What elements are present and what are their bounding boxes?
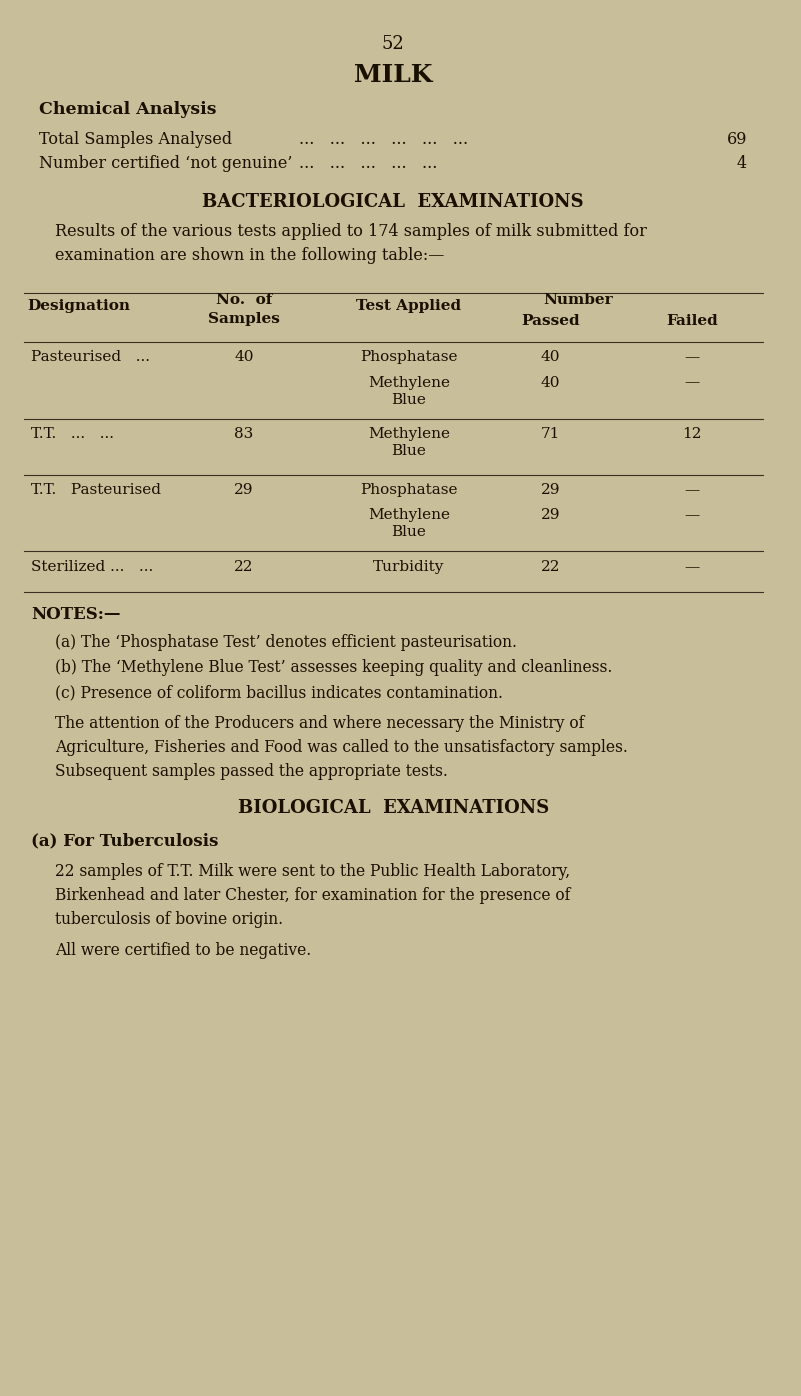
Text: (c) Presence of coliform bacillus indicates contamination.: (c) Presence of coliform bacillus indica…	[55, 684, 503, 701]
Text: MILK: MILK	[354, 63, 433, 87]
Text: 4: 4	[737, 155, 747, 172]
Text: 22: 22	[541, 560, 560, 574]
Text: 12: 12	[682, 427, 702, 441]
Text: ...   ...   ...   ...   ...   ...: ... ... ... ... ... ...	[299, 131, 468, 148]
Text: Phosphatase: Phosphatase	[360, 350, 457, 364]
Text: Pasteurised   ...: Pasteurised ...	[31, 350, 151, 364]
Text: 83: 83	[234, 427, 253, 441]
Text: Results of the various tests applied to 174 samples of milk submitted for
examin: Results of the various tests applied to …	[55, 223, 647, 264]
Text: 40: 40	[541, 376, 560, 389]
Text: Phosphatase: Phosphatase	[360, 483, 457, 497]
Text: Turbidity: Turbidity	[373, 560, 445, 574]
Text: The attention of the Producers and where necessary the Ministry of
Agriculture, : The attention of the Producers and where…	[55, 715, 628, 780]
Text: —: —	[684, 376, 700, 389]
Text: BACTERIOLOGICAL  EXAMINATIONS: BACTERIOLOGICAL EXAMINATIONS	[203, 193, 584, 211]
Text: Methylene
Blue: Methylene Blue	[368, 508, 450, 539]
Text: Passed: Passed	[521, 314, 580, 328]
Text: 71: 71	[541, 427, 560, 441]
Text: 40: 40	[541, 350, 560, 364]
Text: Designation: Designation	[27, 299, 130, 313]
Text: T.T.   ...   ...: T.T. ... ...	[31, 427, 115, 441]
Text: NOTES:—: NOTES:—	[31, 606, 121, 623]
Text: 22 samples of T.T. Milk were sent to the Public Health Laboratory,
Birkenhead an: 22 samples of T.T. Milk were sent to the…	[55, 863, 570, 928]
Text: —: —	[684, 350, 700, 364]
Text: 29: 29	[541, 508, 560, 522]
Text: 22: 22	[234, 560, 254, 574]
Text: Total Samples Analysed: Total Samples Analysed	[39, 131, 232, 148]
Text: (b) The ‘Methylene Blue Test’ assesses keeping quality and cleanliness.: (b) The ‘Methylene Blue Test’ assesses k…	[55, 659, 613, 676]
Text: Failed: Failed	[666, 314, 718, 328]
Text: Methylene
Blue: Methylene Blue	[368, 427, 450, 458]
Text: (a) The ‘Phosphatase Test’ denotes efficient pasteurisation.: (a) The ‘Phosphatase Test’ denotes effic…	[55, 634, 517, 651]
Text: (a) For Tuberculosis: (a) For Tuberculosis	[31, 832, 219, 849]
Text: Test Applied: Test Applied	[356, 299, 461, 313]
Text: Chemical Analysis: Chemical Analysis	[39, 101, 217, 117]
Text: Number certified ‘not genuine’: Number certified ‘not genuine’	[39, 155, 292, 172]
Text: 40: 40	[234, 350, 254, 364]
Text: T.T.   Pasteurised: T.T. Pasteurised	[31, 483, 162, 497]
Text: No.  of
Samples: No. of Samples	[208, 293, 280, 325]
Text: ...   ...   ...   ...   ...: ... ... ... ... ...	[299, 155, 437, 172]
Text: —: —	[684, 483, 700, 497]
Text: —: —	[684, 508, 700, 522]
Text: Number: Number	[543, 293, 613, 307]
Text: 52: 52	[382, 35, 405, 53]
Text: Sterilized ...   ...: Sterilized ... ...	[31, 560, 154, 574]
Text: —: —	[684, 560, 700, 574]
Text: 29: 29	[541, 483, 560, 497]
Text: 69: 69	[727, 131, 747, 148]
Text: 29: 29	[234, 483, 254, 497]
Text: Methylene
Blue: Methylene Blue	[368, 376, 450, 406]
Text: All were certified to be negative.: All were certified to be negative.	[55, 942, 312, 959]
Text: BIOLOGICAL  EXAMINATIONS: BIOLOGICAL EXAMINATIONS	[238, 799, 549, 817]
